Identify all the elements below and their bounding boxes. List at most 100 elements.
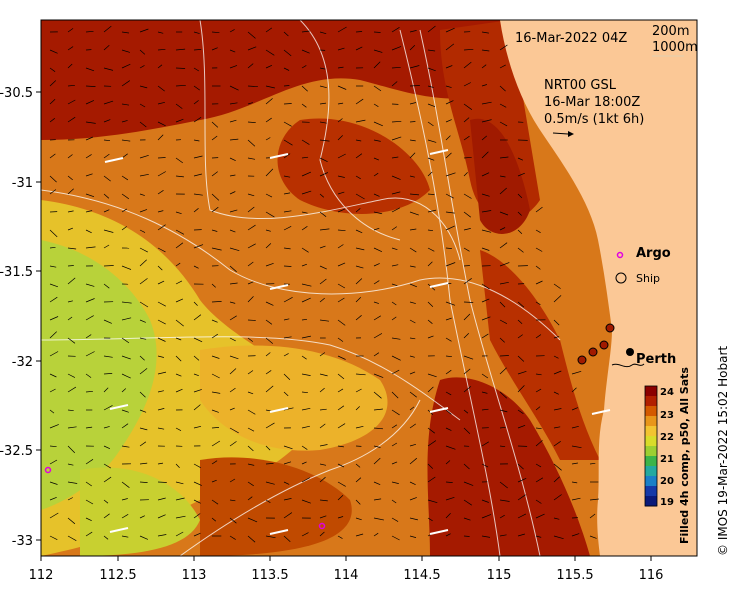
current-vector	[391, 247, 398, 251]
current-vector	[445, 27, 455, 33]
ship-marker[interactable]	[599, 340, 609, 350]
current-vector	[535, 463, 542, 468]
current-vector	[517, 157, 524, 161]
argo-float-marker[interactable]	[44, 466, 52, 474]
current-vector	[85, 210, 93, 213]
current-vector	[373, 532, 379, 537]
current-vector	[517, 409, 524, 414]
current-vector	[49, 49, 58, 54]
current-vector	[427, 373, 437, 378]
current-vector	[301, 373, 311, 376]
current-vector	[49, 153, 56, 159]
current-vector	[211, 479, 217, 483]
current-vector	[301, 297, 311, 303]
contour-label-200m: 200m	[652, 24, 690, 39]
current-vector	[337, 118, 343, 123]
current-vector	[229, 191, 236, 195]
current-vector	[85, 136, 94, 141]
current-vector	[355, 499, 361, 505]
current-vector	[463, 48, 474, 51]
colorbar-segment	[645, 436, 657, 447]
current-vector	[247, 121, 256, 124]
current-scale-arrow	[552, 131, 574, 137]
current-vector	[49, 80, 57, 87]
current-vector	[337, 319, 346, 326]
current-vector	[229, 517, 237, 524]
x-tick-label: 113.5	[251, 568, 288, 583]
current-vector	[139, 515, 145, 519]
current-vector	[571, 497, 581, 501]
current-vector	[481, 298, 490, 303]
current-vector	[553, 494, 562, 501]
current-vector	[499, 85, 506, 92]
current-vector	[337, 355, 346, 360]
colorbar-segment	[645, 486, 657, 497]
ship-marker[interactable]	[605, 323, 615, 333]
current-vector	[373, 247, 383, 253]
current-vector	[373, 227, 380, 231]
current-vector	[355, 265, 364, 269]
current-vector	[283, 225, 292, 231]
current-vector	[85, 481, 92, 487]
current-vector	[319, 278, 327, 285]
current-vector	[175, 48, 186, 51]
current-vector	[373, 301, 380, 304]
current-vector	[373, 445, 381, 448]
current-vector	[157, 85, 165, 92]
current-vector	[463, 156, 472, 159]
current-vector	[265, 301, 274, 306]
current-vector	[373, 315, 381, 321]
cool-water-region-green	[41, 240, 157, 510]
current-vector	[355, 406, 360, 411]
current-vector	[337, 405, 345, 411]
current-vector	[445, 317, 452, 321]
current-vector	[427, 139, 437, 143]
current-vector	[463, 481, 474, 486]
colorbar-tick-label: 21	[660, 454, 674, 465]
current-vector	[499, 355, 509, 357]
current-vector	[391, 191, 401, 195]
current-vector	[247, 496, 253, 501]
current-vector	[193, 532, 201, 537]
current-vector	[193, 373, 199, 377]
current-vector	[319, 476, 326, 483]
current-vector	[211, 499, 219, 505]
colorbar-ticks: 24 23 22 21 20 19	[660, 387, 674, 508]
current-vector	[463, 193, 472, 199]
current-vector	[139, 337, 147, 340]
colorbar-segment	[645, 476, 657, 487]
current-vector	[445, 135, 451, 141]
current-vector	[301, 171, 312, 177]
current-vector-strong	[269, 153, 289, 159]
current-vector	[391, 175, 401, 180]
current-vector	[157, 224, 166, 231]
argo-float-marker[interactable]	[318, 522, 326, 530]
current-vector	[355, 388, 362, 393]
current-vector	[301, 499, 311, 504]
current-vector	[139, 409, 147, 413]
ship-marker[interactable]	[588, 347, 598, 357]
current-vector	[463, 117, 470, 123]
current-vector	[427, 229, 434, 232]
current-vector	[229, 282, 238, 285]
current-vector	[157, 319, 166, 325]
current-vector	[175, 211, 182, 215]
current-vector	[49, 459, 58, 465]
current-vector	[517, 211, 522, 216]
current-vector	[571, 370, 582, 375]
current-vector	[319, 408, 327, 411]
current-vector	[103, 355, 113, 358]
current-vector	[283, 461, 292, 465]
current-vector	[445, 172, 456, 177]
current-vector	[85, 100, 95, 105]
colorbar-tick-label: 19	[660, 497, 674, 508]
current-vector	[211, 229, 218, 232]
current-vector	[391, 369, 400, 375]
current-vector	[373, 481, 381, 486]
current-vector	[265, 445, 271, 451]
current-vector	[193, 301, 198, 306]
ship-marker[interactable]	[577, 355, 587, 365]
current-vector	[463, 265, 470, 267]
current-vector	[247, 427, 255, 432]
current-vector	[535, 535, 542, 538]
